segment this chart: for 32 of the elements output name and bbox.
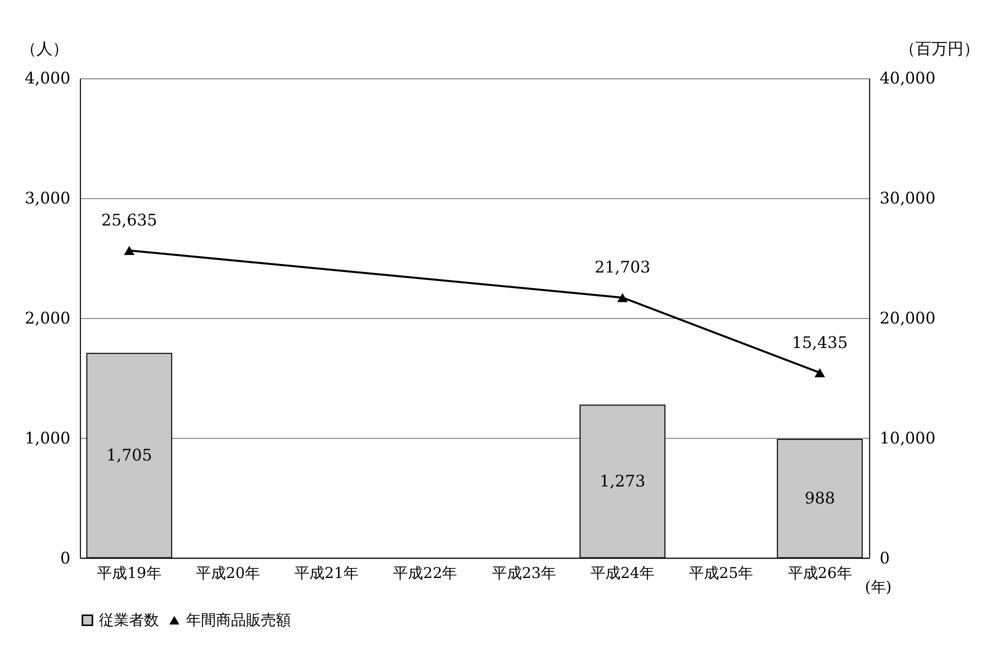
y2-tick-label: 40,000 — [880, 68, 936, 88]
data-label: 15,435 — [792, 332, 848, 352]
y-tick-label: 4,000 — [24, 68, 70, 88]
y-tick-label: 3,000 — [24, 188, 70, 208]
x-tick-label: 平成24年 — [590, 564, 655, 582]
y2-tick-label: 20,000 — [880, 308, 936, 328]
data-label: 25,635 — [101, 210, 158, 230]
point — [124, 246, 134, 255]
y-tick-label: 0 — [60, 548, 70, 568]
x-tick-label: 平成23年 — [492, 564, 556, 582]
point — [617, 293, 628, 302]
x-tick-label: 平成20年 — [196, 564, 260, 582]
x-tick-label: 平成22年 — [393, 564, 458, 582]
x-tick-label: 平成19年 — [97, 564, 162, 582]
legend-label: 年間商品販売額 — [186, 611, 291, 630]
x-tick-label: 平成21年 — [294, 564, 359, 582]
y-tick-label: 1,000 — [24, 428, 70, 448]
y2-tick-label: 10,000 — [880, 428, 936, 448]
data-label: 1,273 — [600, 471, 646, 490]
y-axis-title: （人） — [20, 38, 68, 58]
x-tick-label: 平成26年 — [788, 564, 852, 582]
point — [814, 368, 826, 378]
data-label: 21,703 — [594, 258, 650, 277]
data-label: 988 — [804, 488, 836, 508]
legend-label: 従業者数 — [98, 611, 159, 630]
y-tick-label: 2,000 — [24, 308, 70, 328]
y2-axis-title: （百万円） — [900, 38, 980, 58]
data-label: 1,705 — [106, 446, 152, 465]
x-axis-title: (年) — [864, 578, 892, 596]
x-tick-label: 平成25年 — [689, 564, 754, 582]
y2-tick-label: 30,000 — [880, 188, 936, 208]
y2-tick-label: 0 — [880, 548, 890, 568]
